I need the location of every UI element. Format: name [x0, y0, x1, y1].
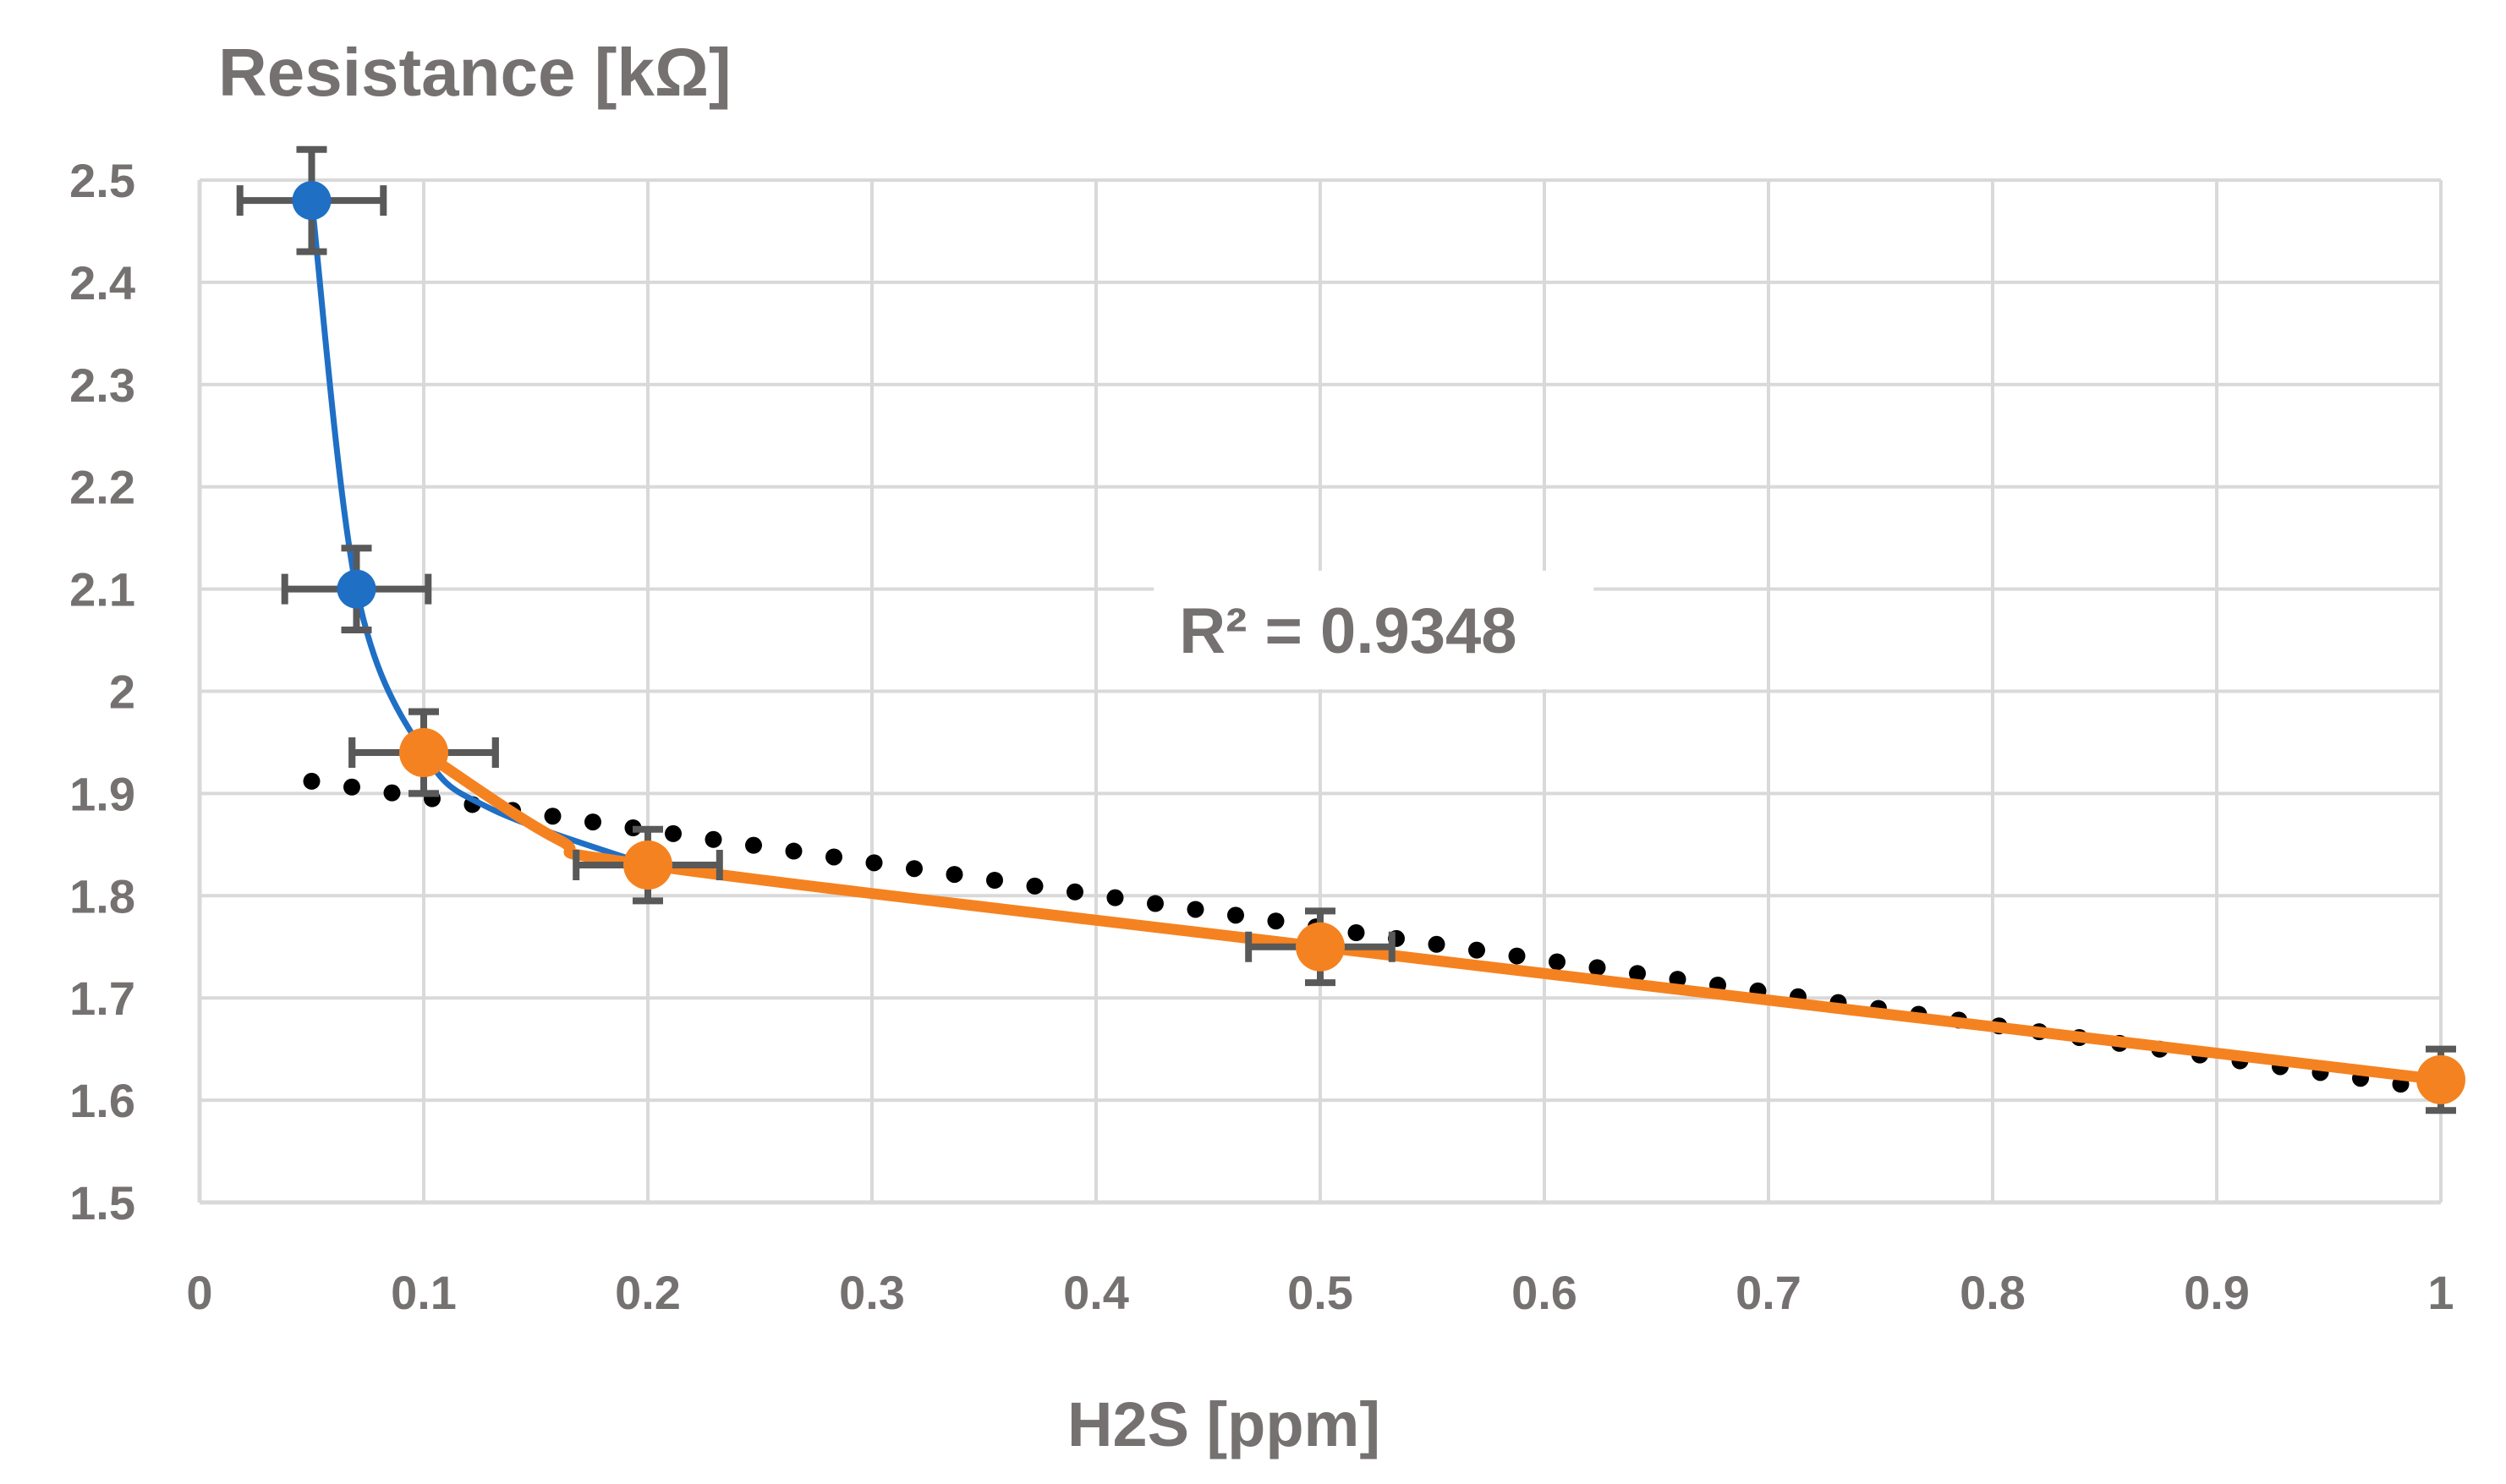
trendline-dot [665, 824, 682, 842]
trendline-dot [1468, 941, 1485, 959]
x-axis-label: H2S [ppm] [1067, 1389, 1380, 1459]
y-tick-label: 2.5 [69, 154, 135, 207]
series-markers [292, 181, 2465, 1104]
data-point [623, 841, 672, 890]
trendline-dot [1629, 965, 1646, 983]
data-point [1296, 922, 1345, 972]
trendline-dot [1549, 953, 1566, 971]
trendline-dot [865, 854, 883, 872]
x-tick-label: 0.2 [615, 1266, 681, 1319]
x-tick-labels: 0 0.1 0.2 0.3 0.4 0.5 0.6 0.7 0.8 0.9 1 [186, 1266, 2454, 1319]
trendline-dot [343, 778, 360, 796]
trendline-dot [705, 830, 722, 848]
trendline-dot [785, 842, 803, 860]
y-tick-label: 1.5 [69, 1176, 135, 1229]
trendline-dot [906, 860, 923, 878]
trendline-dot [825, 848, 842, 866]
x-tick-label: 0.4 [1063, 1266, 1129, 1319]
trendline-dot [946, 866, 963, 884]
data-point [2416, 1054, 2465, 1104]
x-tick-label: 0.5 [1287, 1266, 1353, 1319]
y-tick-label: 1.8 [69, 869, 135, 923]
x-tick-label: 0.3 [839, 1266, 905, 1319]
y-tick-labels: 1.5 1.6 1.7 1.8 1.9 2 2.1 2.2 2.3 2.4 2.5 [69, 154, 135, 1229]
trendline-dot [1187, 901, 1204, 918]
x-tick-label: 1 [2427, 1266, 2454, 1319]
trendline-dot [1026, 877, 1044, 895]
trendline-dot [303, 772, 321, 790]
trendline-dot [986, 872, 1003, 890]
x-tick-label: 0 [186, 1266, 212, 1319]
trendline-dot [1227, 906, 1244, 924]
series-curves [309, 197, 2447, 1086]
trendline-dot [1147, 895, 1164, 912]
x-tick-label: 0.7 [1736, 1266, 1801, 1319]
trendline-dot [1267, 912, 1285, 930]
y-tick-label: 2.3 [69, 359, 135, 412]
y-tick-label: 2 [109, 665, 135, 719]
trendline-dot [1106, 889, 1124, 906]
annotation-box [1154, 570, 1594, 689]
data-point [337, 569, 376, 609]
trendline-dot [1067, 883, 1083, 901]
trendline-dot [584, 813, 601, 831]
x-tick-label: 0.6 [1511, 1266, 1577, 1319]
y-tick-label: 1.6 [69, 1074, 135, 1127]
x-tick-label: 0.8 [1960, 1266, 2026, 1319]
trendline-dot [1588, 959, 1606, 977]
data-point [399, 728, 448, 778]
chart-title: Resistance [kΩ] [218, 35, 732, 110]
annotations: R² = 0.9348 [1154, 570, 1594, 689]
trendline-dot [1428, 935, 1445, 953]
series-curve [418, 747, 2447, 1086]
y-tick-label: 1.9 [69, 767, 135, 820]
y-tick-label: 2.2 [69, 461, 135, 514]
x-tick-label: 0.1 [391, 1266, 457, 1319]
x-tick-label: 0.9 [2184, 1266, 2250, 1319]
grid [200, 178, 2443, 1202]
data-point [292, 181, 332, 221]
r-squared-label: R² = 0.9348 [1179, 595, 1516, 667]
trendline-dot [745, 836, 762, 854]
y-tick-label: 1.7 [69, 972, 135, 1025]
trendline-dot [1508, 947, 1526, 965]
trendline-dot [544, 808, 562, 825]
trendline-dot [383, 784, 401, 802]
y-tick-label: 2.4 [69, 256, 135, 309]
axes [197, 180, 2441, 1205]
trendline-dot [1347, 924, 1365, 942]
y-tick-label: 2.1 [69, 563, 135, 616]
